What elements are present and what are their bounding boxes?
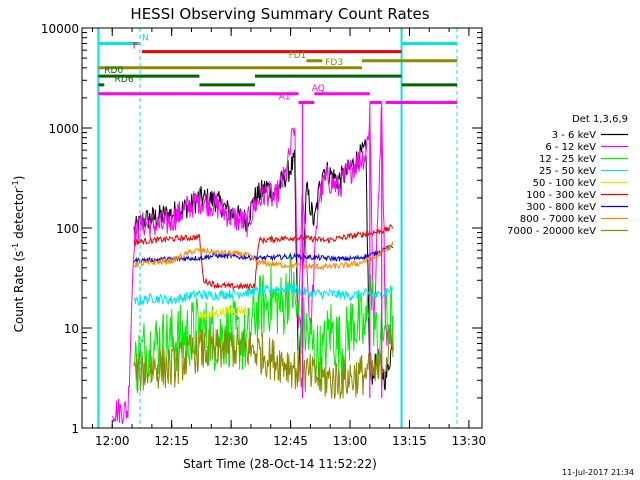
axes: 12:00 12:15 12:30 12:45 13:00 13:15 13:30 1 10 10…	[41, 22, 486, 448]
y-axis-label: Count Rate (s-1 detector-1)	[11, 176, 26, 333]
flag-label-7: A1	[279, 92, 291, 102]
series-line-5	[133, 224, 394, 291]
flag-label-0: N	[142, 33, 149, 43]
x-axis-label: Start Time (28-Oct-14 11:52:22)	[183, 457, 377, 471]
legend-label-0: 3 - 6 keV	[552, 130, 596, 141]
flag-label-2: FD1	[289, 51, 307, 61]
y-tick-label-1: 10	[64, 322, 79, 336]
y-tick-label-3: 1000	[48, 122, 79, 136]
x-tick-label-5: 13:15	[392, 434, 427, 448]
legend-header: Det 1,3,6,9	[572, 114, 628, 125]
series-line-8	[133, 325, 394, 400]
legend-label-8: 7000 - 20000 keV	[507, 226, 596, 237]
legend-label-1: 6 - 12 keV	[545, 142, 596, 153]
x-tick-label-0: 12:00	[95, 434, 130, 448]
chart-title: HESSI Observing Summary Count Rates	[130, 5, 429, 23]
legend-label-2: 12 - 25 keV	[539, 154, 596, 165]
x-tick-label-6: 13:30	[452, 434, 487, 448]
y-tick-label-0: 1	[71, 422, 79, 436]
y-tick-label-2: 100	[56, 222, 79, 236]
legend-label-3: 25 - 50 keV	[539, 166, 596, 177]
footer-date: 11-Jul-2017 21:34	[562, 468, 634, 477]
legend-label-6: 300 - 800 keV	[526, 202, 596, 213]
flag-label-3: FD3	[325, 58, 343, 68]
series-line-4	[198, 305, 247, 322]
x-tick-label-4: 13:00	[333, 434, 368, 448]
y-axis-label-exp2: -1	[11, 180, 20, 188]
flag-label-5: RD6	[115, 75, 134, 85]
legend-label-7: 800 - 7000 keV	[520, 214, 596, 225]
legend-label-4: 50 - 100 keV	[533, 178, 597, 189]
plot-area	[97, 28, 458, 428]
flag-label-4: RD0	[104, 66, 123, 76]
x-tick-label-2: 12:30	[214, 434, 249, 448]
x-tick-label-3: 12:45	[273, 434, 308, 448]
flag-label-1: F	[133, 42, 138, 52]
flag-label-6: AQ	[312, 84, 325, 94]
legend-label-5: 100 - 300 keV	[526, 190, 596, 201]
y-tick-label-4: 10000	[41, 22, 79, 36]
series-line-3	[133, 283, 394, 307]
x-tick-label-1: 12:15	[154, 434, 189, 448]
series-line-1	[111, 106, 394, 425]
y-axis-label-exp1: -1	[11, 243, 20, 251]
series-line-7	[133, 240, 394, 271]
